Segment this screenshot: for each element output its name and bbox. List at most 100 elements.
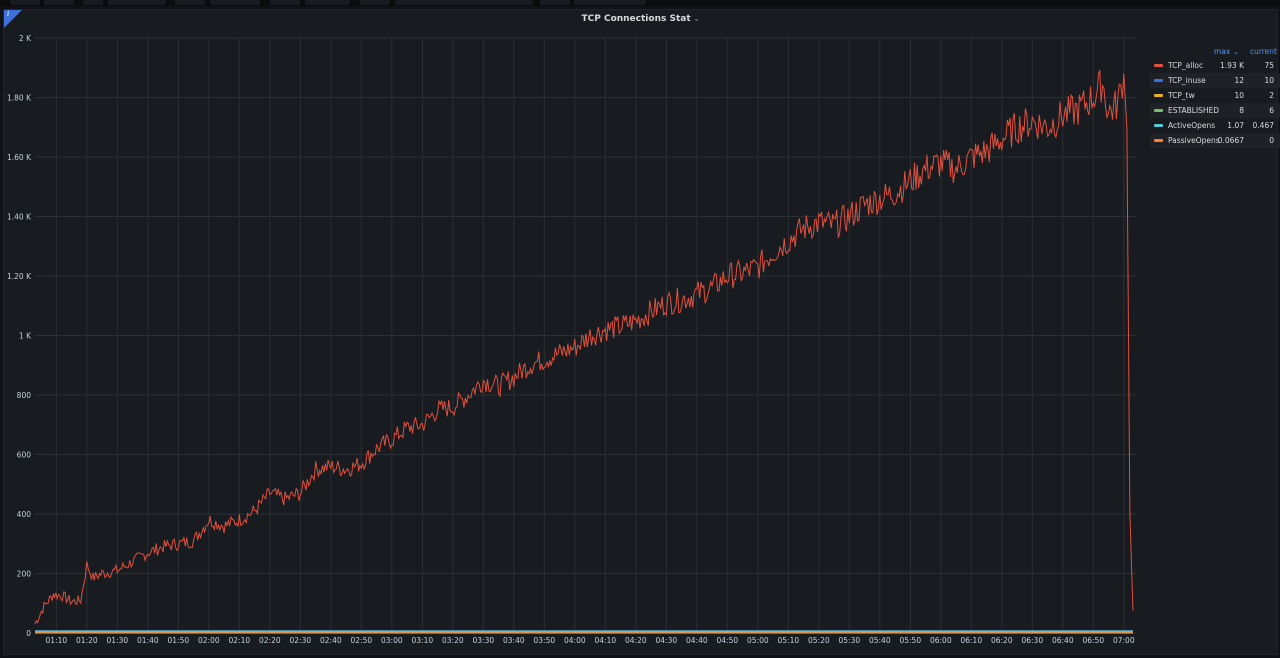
toolbar-control[interactable] (574, 0, 646, 5)
legend-sort-current[interactable]: current (1249, 47, 1277, 56)
x-tick-label: 05:30 (839, 636, 861, 645)
series-line-tcp-alloc (34, 69, 1134, 625)
chart-series (34, 69, 1134, 634)
x-tick-label: 02:30 (290, 636, 312, 645)
legend-color-swatch[interactable] (1154, 94, 1163, 97)
legend-max-value: 1.93 K (1219, 61, 1244, 70)
x-tick-label: 04:30 (656, 636, 678, 645)
chevron-down-icon[interactable]: ⌄ (693, 15, 700, 23)
x-tick-label: 01:50 (168, 636, 190, 645)
toolbar-control[interactable] (270, 0, 300, 5)
y-tick-label: 200 (17, 570, 32, 579)
toolbar-control[interactable] (44, 0, 74, 5)
y-tick-label: 0 (26, 629, 31, 638)
toolbar-control[interactable] (83, 0, 103, 5)
legend-current-value: 0.467 (1252, 121, 1274, 130)
legend-max-value: 10 (1234, 91, 1244, 100)
x-tick-label: 04:40 (686, 636, 708, 645)
y-tick-label: 800 (17, 391, 32, 400)
y-tick-label: 1.40 K (7, 213, 32, 222)
x-tick-label: 06:00 (930, 636, 952, 645)
x-tick-label: 01:30 (107, 636, 129, 645)
toolbar-control[interactable] (305, 0, 350, 5)
toolbar-control[interactable] (10, 0, 40, 5)
legend-color-swatch[interactable] (1154, 64, 1163, 67)
legend-current-value: 2 (1269, 91, 1274, 100)
legend-series-name[interactable]: TCP_inuse (1168, 76, 1206, 85)
legend-series-name[interactable]: TCP_tw (1168, 91, 1195, 100)
x-tick-label: 03:10 (412, 636, 434, 645)
y-tick-label: 1.60 K (7, 153, 32, 162)
x-tick-label: 06:50 (1082, 636, 1104, 645)
x-tick-label: 02:00 (198, 636, 220, 645)
legend-max-value: 12 (1234, 76, 1244, 85)
y-tick-label: 1 K (19, 332, 32, 341)
legend-series-name[interactable]: PassiveOpens (1168, 136, 1220, 145)
legend-rows: TCP_alloc 1.93 K 75 TCP_inuse 12 10 TCP_tw 10 2 E… (1150, 58, 1280, 148)
x-tick-label: 01:40 (137, 636, 159, 645)
panel-title-text[interactable]: TCP Connections Stat (581, 14, 691, 24)
x-tick-label: 05:10 (778, 636, 800, 645)
legend-max-value: 1.07 (1227, 121, 1244, 130)
legend-current-value: 6 (1269, 106, 1274, 115)
legend-item[interactable]: TCP_tw 10 2 (1150, 88, 1280, 103)
legend-color-swatch[interactable] (1154, 79, 1163, 82)
x-tick-label: 05:00 (747, 636, 769, 645)
legend-item[interactable]: TCP_inuse 12 10 (1150, 73, 1280, 88)
legend: max ⌄ current TCP_alloc 1.93 K 75 TCP_inuse… (1150, 46, 1280, 148)
x-tick-label: 03:00 (381, 636, 403, 645)
legend-current-value: 0 (1269, 136, 1274, 145)
x-tick-label: 06:10 (960, 636, 982, 645)
panel-title[interactable]: TCP Connections Stat ⌄ (4, 14, 1277, 24)
x-tick-label: 04:50 (717, 636, 739, 645)
toolbar-control[interactable] (108, 0, 166, 5)
legend-color-swatch[interactable] (1154, 124, 1163, 127)
y-tick-label: 400 (17, 510, 32, 519)
x-tick-label: 01:10 (46, 636, 68, 645)
x-axis: 01:10 01:20 01:30 01:40 01:50 02:00 02:10 02:20… (46, 636, 1135, 645)
y-tick-label: 2 K (19, 34, 32, 43)
toolbar-control[interactable] (360, 0, 390, 5)
legend-item[interactable]: ActiveOpens 1.07 0.467 (1150, 118, 1280, 133)
legend-sort-max[interactable]: max ⌄ (1213, 47, 1239, 56)
legend-current-value: 10 (1264, 76, 1274, 85)
toolbar-control[interactable] (175, 0, 205, 5)
legend-item[interactable]: TCP_alloc 1.93 K 75 (1150, 58, 1280, 73)
x-tick-label: 05:20 (808, 636, 830, 645)
y-tick-label: 600 (17, 451, 32, 460)
legend-header: max ⌄ current (1150, 46, 1280, 58)
x-tick-label: 04:10 (595, 636, 617, 645)
x-tick-label: 02:10 (229, 636, 251, 645)
toolbar-control[interactable] (210, 0, 260, 5)
panel-info-corner[interactable]: i (4, 10, 22, 28)
y-tick-label: 1.20 K (7, 272, 32, 281)
y-tick-label: 1.80 K (7, 94, 32, 103)
x-tick-label: 03:20 (442, 636, 464, 645)
legend-series-name[interactable]: TCP_alloc (1168, 61, 1204, 70)
legend-max-value: 0.0667 (1217, 136, 1244, 145)
y-axis: 0 200 400 600 800 1 K 1.20 K 1.40 K 1.60 K 1.80 K… (7, 34, 32, 638)
toolbar-control[interactable] (540, 0, 570, 5)
legend-item[interactable]: PassiveOpens 0.0667 0 (1150, 133, 1280, 148)
x-tick-label: 01:20 (76, 636, 98, 645)
legend-max-value: 8 (1239, 106, 1244, 115)
x-tick-label: 04:20 (625, 636, 647, 645)
legend-series-name[interactable]: ActiveOpens (1168, 121, 1216, 130)
x-tick-label: 05:50 (899, 636, 921, 645)
x-tick-label: 06:40 (1052, 636, 1074, 645)
x-tick-label: 02:50 (351, 636, 373, 645)
x-tick-label: 07:00 (1113, 636, 1135, 645)
legend-item[interactable]: ESTABLISHED 8 6 (1150, 103, 1280, 118)
legend-color-swatch[interactable] (1154, 139, 1163, 142)
toolbar-control[interactable] (395, 0, 533, 5)
x-tick-label: 02:40 (320, 636, 342, 645)
x-tick-label: 05:40 (869, 636, 891, 645)
x-tick-label: 03:40 (503, 636, 525, 645)
legend-color-swatch[interactable] (1154, 109, 1163, 112)
x-tick-label: 06:20 (991, 636, 1013, 645)
legend-series-name[interactable]: ESTABLISHED (1168, 106, 1220, 115)
x-tick-label: 03:30 (473, 636, 495, 645)
info-icon[interactable]: i (7, 10, 10, 18)
legend-current-value: 75 (1264, 61, 1274, 70)
